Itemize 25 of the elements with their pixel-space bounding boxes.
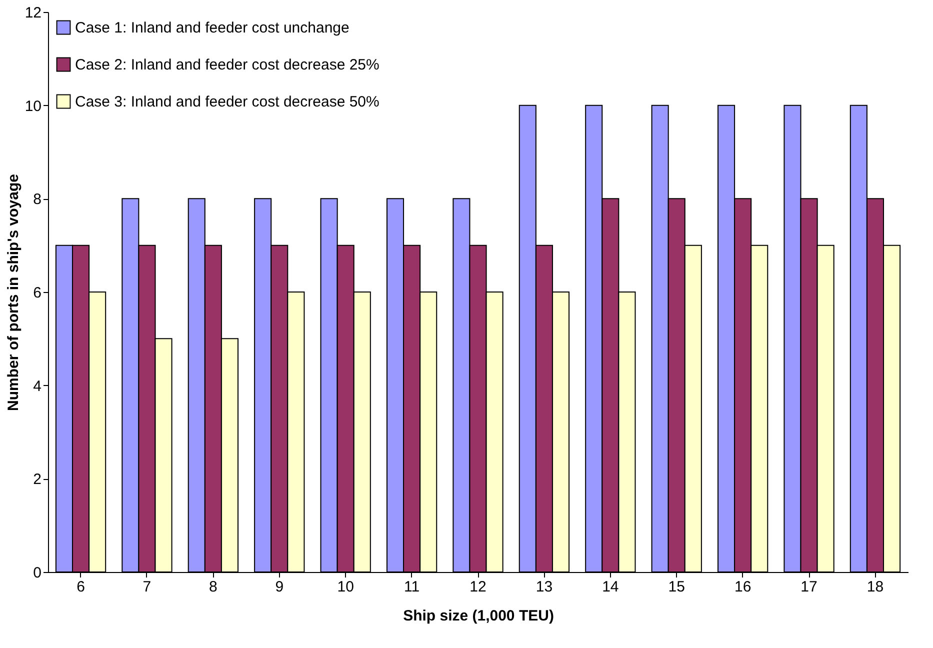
x-tick-label: 16	[734, 578, 752, 596]
legend-label: Case 1: Inland and feeder cost unchange	[75, 20, 350, 36]
legend-label: Case 2: Inland and feeder cost decrease 25%	[75, 56, 380, 74]
y-tick-label: 0	[33, 564, 42, 582]
x-tick-label: 14	[602, 578, 619, 596]
x-tick-label: 13	[536, 578, 553, 596]
x-axis-title: Ship size (1,000 TEU)	[403, 608, 554, 624]
x-tick-label: 6	[76, 578, 85, 596]
y-tick-label: 8	[33, 191, 42, 208]
x-tick-label: 7	[142, 578, 152, 596]
legend-label: Case 3: Inland and feeder cost decrease 50%	[75, 94, 380, 110]
y-axis-title: Number of ports in ship's voyage	[4, 174, 22, 411]
x-tick-label: 17	[800, 578, 818, 596]
x-tick-label: 9	[275, 578, 284, 596]
x-tick-label: 10	[337, 578, 354, 596]
x-tick-label: 8	[209, 578, 218, 596]
x-tick-label: 11	[404, 578, 420, 596]
x-tick-label: 15	[668, 578, 685, 596]
y-tick-label: 10	[24, 98, 42, 115]
y-tick-label: 12	[24, 4, 42, 22]
y-tick-label: 2	[33, 471, 42, 488]
x-tick-label: 12	[470, 578, 486, 596]
x-tick-label: 18	[866, 578, 884, 596]
y-tick-label: 6	[33, 284, 42, 302]
y-tick-label: 4	[33, 378, 42, 395]
